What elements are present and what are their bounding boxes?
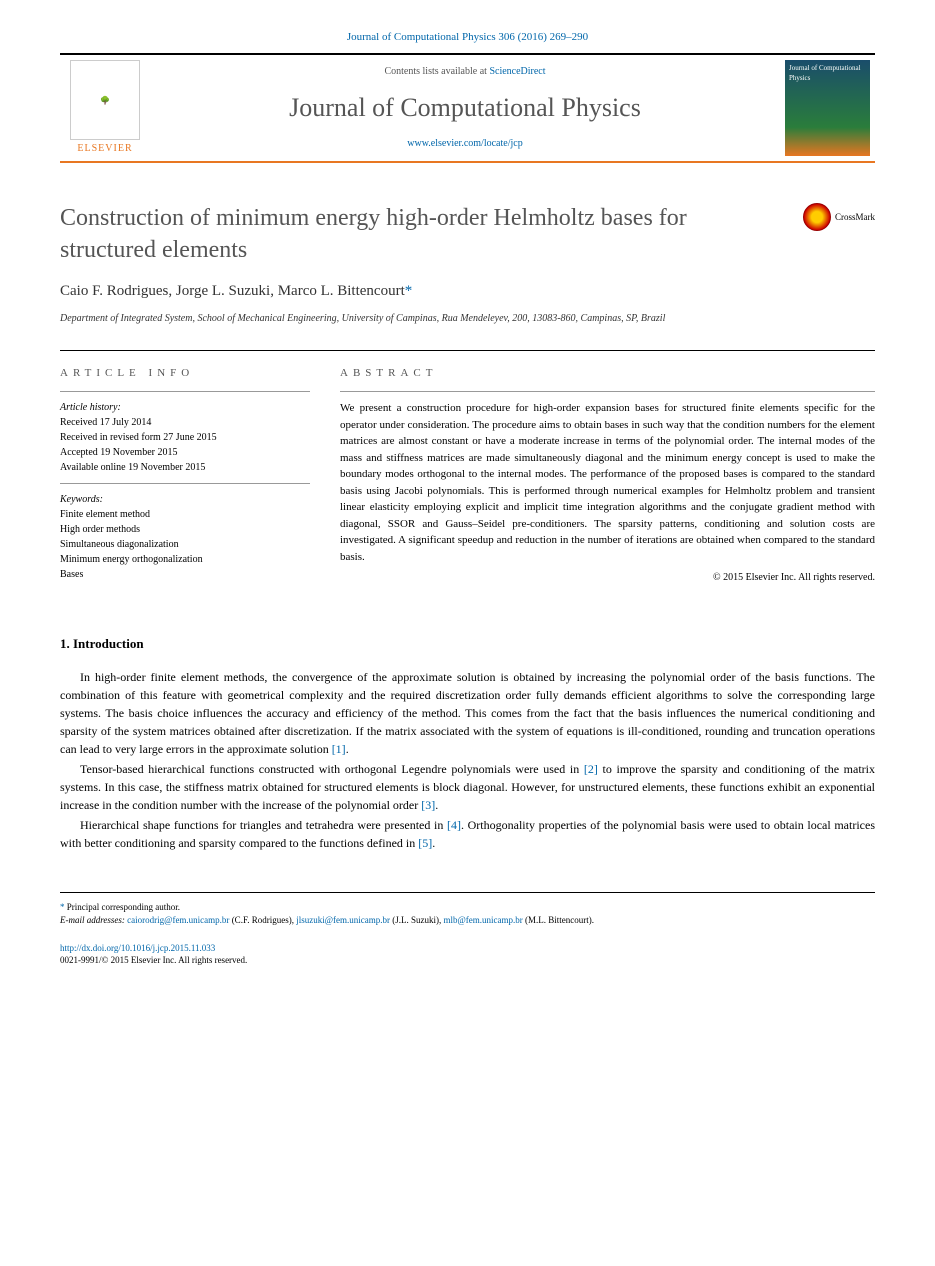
citation-3[interactable]: [3] (421, 798, 435, 812)
email-line: E-mail addresses: caiorodrig@fem.unicamp… (60, 914, 875, 927)
email-3[interactable]: mlb@fem.unicamp.br (444, 915, 523, 925)
journal-reference: Journal of Computational Physics 306 (20… (60, 30, 875, 45)
doi-link[interactable]: http://dx.doi.org/10.1016/j.jcp.2015.11.… (60, 943, 215, 953)
citation-1[interactable]: [1] (332, 742, 346, 756)
accepted-date: Accepted 19 November 2015 (60, 445, 310, 460)
revised-date: Received in revised form 27 June 2015 (60, 430, 310, 445)
abstract-copyright: © 2015 Elsevier Inc. All rights reserved… (340, 571, 875, 585)
affiliation: Department of Integrated System, School … (60, 312, 875, 325)
footer-star-icon: * (60, 902, 65, 912)
sciencedirect-link[interactable]: ScienceDirect (489, 66, 545, 77)
history-label: Article history: (60, 400, 310, 415)
email-3-name: (M.L. Bittencourt). (523, 915, 594, 925)
contents-available: Contents lists available at ScienceDirec… (150, 65, 780, 79)
keyword-3: Simultaneous diagonalization (60, 537, 310, 552)
page-footer: * Principal corresponding author. E-mail… (60, 892, 875, 966)
header-center: Contents lists available at ScienceDirec… (150, 55, 780, 161)
p3-end: . (432, 836, 435, 850)
author-1: Caio F. Rodrigues (60, 283, 168, 299)
email-2[interactable]: jlsuzuki@fem.unicamp.br (296, 915, 390, 925)
email-1[interactable]: caiorodrig@fem.unicamp.br (127, 915, 229, 925)
authors-list: Caio F. Rodrigues, Jorge L. Suzuki, Marc… (60, 281, 875, 302)
abstract-heading: ABSTRACT (340, 366, 875, 381)
abstract-text: We present a construction procedure for … (340, 391, 875, 565)
corresponding-star[interactable]: * (405, 283, 413, 299)
journal-homepage-link[interactable]: www.elsevier.com/locate/jcp (150, 137, 780, 151)
journal-header: 🌳 ELSEVIER Contents lists available at S… (60, 53, 875, 163)
corresponding-text: Principal corresponding author. (67, 902, 180, 912)
keyword-1: Finite element method (60, 507, 310, 522)
keywords-label: Keywords: (60, 492, 310, 507)
p3-text: Hierarchical shape functions for triangl… (80, 818, 447, 832)
elsevier-tree-icon: 🌳 (70, 60, 140, 140)
p2-text: Tensor-based hierarchical functions cons… (80, 762, 584, 776)
p1-text: In high-order finite element methods, th… (60, 670, 875, 756)
journal-cover-thumbnail[interactable]: Journal of Computational Physics (785, 60, 870, 156)
cover-title: Journal of Computational Physics (789, 64, 866, 84)
title-section: Construction of minimum energy high-orde… (60, 203, 875, 265)
author-3: Marco L. Bittencourt (278, 283, 405, 299)
p1-end: . (346, 742, 349, 756)
elsevier-text: ELSEVIER (77, 142, 132, 156)
keyword-5: Bases (60, 567, 310, 582)
email-1-name: (C.F. Rodrigues), (229, 915, 296, 925)
article-info-column: ARTICLE INFO Article history: Received 1… (60, 351, 310, 585)
abstract-column: ABSTRACT We present a construction proce… (340, 351, 875, 585)
elsevier-logo[interactable]: 🌳 ELSEVIER (60, 55, 150, 161)
keyword-4: Minimum energy orthogonalization (60, 552, 310, 567)
article-history-block: Article history: Received 17 July 2014 R… (60, 391, 310, 475)
article-title: Construction of minimum energy high-orde… (60, 203, 803, 265)
p2-end: . (435, 798, 438, 812)
email-label: E-mail addresses: (60, 915, 127, 925)
section-1-heading: 1. Introduction (60, 635, 875, 653)
citation-4[interactable]: [4] (447, 818, 461, 832)
corresponding-note: * Principal corresponding author. (60, 901, 875, 914)
contents-prefix: Contents lists available at (384, 66, 489, 77)
issn-copyright: 0021-9991/© 2015 Elsevier Inc. All right… (60, 955, 247, 965)
keyword-2: High order methods (60, 522, 310, 537)
email-2-name: (J.L. Suzuki), (390, 915, 444, 925)
citation-5[interactable]: [5] (418, 836, 432, 850)
journal-name: Journal of Computational Physics (150, 90, 780, 126)
intro-paragraph-3: Hierarchical shape functions for triangl… (60, 816, 875, 852)
crossmark-badge[interactable]: CrossMark (803, 203, 875, 231)
crossmark-icon (803, 203, 831, 231)
keywords-block: Keywords: Finite element method High ord… (60, 483, 310, 582)
article-info-heading: ARTICLE INFO (60, 366, 310, 381)
intro-paragraph-1: In high-order finite element methods, th… (60, 668, 875, 758)
received-date: Received 17 July 2014 (60, 415, 310, 430)
citation-2[interactable]: [2] (584, 762, 598, 776)
crossmark-label: CrossMark (835, 211, 875, 224)
info-abstract-row: ARTICLE INFO Article history: Received 1… (60, 350, 875, 585)
intro-paragraph-2: Tensor-based hierarchical functions cons… (60, 760, 875, 814)
author-2: Jorge L. Suzuki (176, 283, 270, 299)
online-date: Available online 19 November 2015 (60, 460, 310, 475)
introduction-body: In high-order finite element methods, th… (60, 668, 875, 852)
doi-block: http://dx.doi.org/10.1016/j.jcp.2015.11.… (60, 942, 875, 967)
